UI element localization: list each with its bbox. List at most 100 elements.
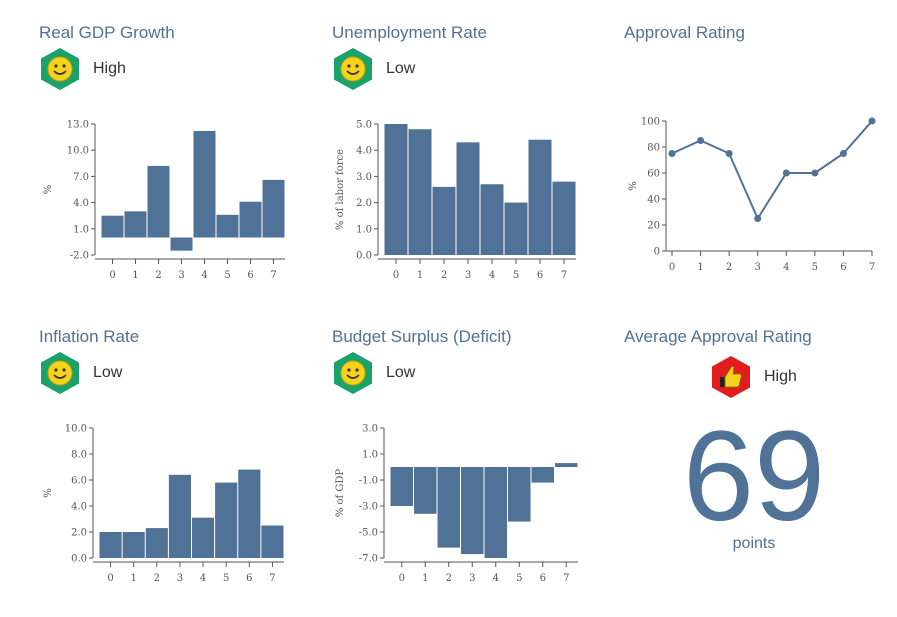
bar [192,517,215,558]
x-tick-label: 7 [563,573,569,584]
data-point [782,169,790,177]
bar [531,467,554,483]
bar [414,467,437,514]
data-point [725,150,733,157]
bar [461,467,484,555]
smiley-face-icon [332,47,374,91]
y-tick-label: 40 [647,195,660,206]
bar [437,467,460,548]
y-tick-label: 0.0 [71,554,87,565]
status-label: Low [93,364,123,381]
bar [262,179,285,238]
y-axis-label: % of labor force [335,149,346,230]
x-tick-label: 4 [201,270,207,281]
unemployment-panel: Unemployment Rate Low 0.0 1.0 2.0 3.0 4.0 5.0… [332,23,622,313]
x-tick-label: 0 [669,262,675,273]
y-tick-label: 1.0 [356,224,372,235]
status-indicator: High [39,47,126,91]
x-tick-label: 6 [540,573,546,584]
y-tick-label: -1.0 [359,476,378,487]
bar [168,474,191,558]
y-tick-label: 3.0 [362,424,378,435]
x-tick-label: 1 [422,573,428,584]
budget-chart: -7.0 -5.0 -3.0 -1.0 1.0 3.0 0 1 2 3 4 5 6 7 % of GDP [335,424,578,584]
smiley-face-icon [332,351,374,395]
bar [145,528,168,558]
approval-chart: 0 20 40 60 80 100 0 1 2 3 4 5 6 7% [628,117,876,273]
bar [238,469,261,558]
smiley-face-icon [39,351,81,395]
data-point [868,117,876,125]
bar [215,482,238,558]
inflation-panel: Inflation Rate Low 0.0 2.0 4.0 6.0 8.0 10.0 0 1… [39,327,329,617]
y-tick-label: 20 [647,221,660,232]
bar [480,184,504,255]
x-tick-label: 3 [465,270,471,281]
average-approval-panel: Average Approval Rating High 69 points [624,327,874,617]
x-tick-label: 7 [269,573,275,584]
y-tick-label: 100 [641,117,660,128]
x-tick-label: 5 [812,262,818,273]
bar [504,202,528,255]
x-tick-label: 4 [783,262,789,273]
y-tick-label: 1.0 [362,450,378,461]
status-indicator: High [710,355,797,399]
y-tick-label: 60 [647,169,660,180]
bar [384,124,408,255]
y-tick-label: 0 [654,247,660,258]
x-tick-label: 2 [726,262,732,273]
x-tick-label: 2 [441,270,447,281]
y-tick-label: 2.0 [356,198,372,209]
thumbs-up-icon [710,355,752,399]
status-indicator: Low [39,351,122,395]
average-value: 69 [682,405,826,548]
data-point [839,150,847,157]
y-tick-label: 4.0 [71,502,87,513]
bar [528,139,552,255]
bar [216,214,239,238]
y-tick-label: 10.0 [67,146,89,157]
y-tick-label: 5.0 [356,120,372,131]
y-tick-label: -3.0 [359,502,378,513]
bar [122,532,145,558]
bar [99,532,122,558]
y-tick-label: 4.0 [356,146,372,157]
y-tick-label: 10.0 [65,424,87,435]
x-tick-label: 7 [561,270,567,281]
y-axis-label: % [43,185,54,195]
y-tick-label: 1.0 [73,224,89,235]
bar [456,142,480,255]
y-tick-label: 80 [647,143,660,154]
bar [432,186,456,255]
bar [484,467,507,558]
status-indicator: Low [332,47,415,91]
x-tick-label: 1 [697,262,703,273]
series-line [671,120,873,221]
panel-title: Average Approval Rating [624,327,812,346]
status-label: Low [386,60,416,77]
x-tick-label: 6 [247,270,253,281]
x-tick-label: 1 [131,573,137,584]
x-tick-label: 6 [246,573,252,584]
bar [170,237,193,251]
x-tick-label: 0 [107,573,113,584]
inflation-chart: 0.0 2.0 4.0 6.0 8.0 10.0 0 1 2 3 4 5 6 7% [43,424,284,584]
y-tick-label: 6.0 [71,476,87,487]
panel-title: Real GDP Growth [39,23,175,42]
y-axis-label: % [43,488,54,498]
y-axis-label: % [628,181,639,191]
x-tick-label: 7 [270,270,276,281]
x-tick-label: 1 [132,270,138,281]
data-point [668,150,676,157]
y-tick-label: -7.0 [359,554,378,565]
unit-label: points [732,535,776,552]
y-tick-label: 3.0 [356,172,372,183]
x-tick-label: 7 [869,262,875,273]
x-tick-label: 5 [223,573,229,584]
x-tick-label: 3 [755,262,761,273]
y-tick-label: -5.0 [359,528,378,539]
x-tick-label: 3 [469,573,475,584]
x-tick-label: 3 [178,270,184,281]
data-point [697,137,705,144]
x-tick-label: 4 [493,573,499,584]
